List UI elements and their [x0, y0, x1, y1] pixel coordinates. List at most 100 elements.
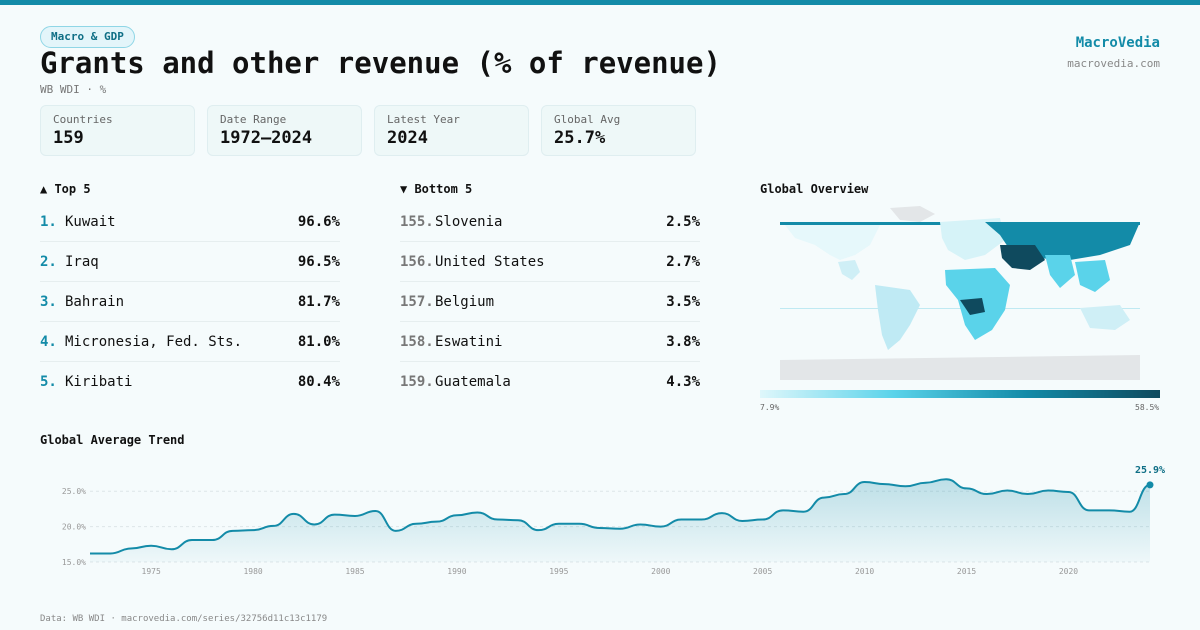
country-name: Guatemala [435, 374, 511, 390]
data-point-1991 [476, 511, 478, 513]
list-item[interactable]: 159. Guatemala 4.3% [400, 362, 700, 402]
data-point-1982 [293, 513, 295, 515]
last-value-marker [1146, 481, 1154, 489]
trend-line [90, 478, 1151, 555]
list-item[interactable]: 158. Eswatini 3.8% [400, 322, 700, 362]
data-point-2012 [904, 485, 906, 487]
stat-card-countries: Countries 159 [40, 105, 195, 156]
data-point-2017 [1006, 490, 1008, 492]
antarctica-shape[interactable] [780, 355, 1140, 380]
middle-east-shape[interactable] [1000, 245, 1045, 270]
page-subtitle: WB WDI · % [40, 83, 107, 96]
rank: 2. [40, 253, 57, 270]
country-value: 3.8% [666, 333, 700, 350]
data-point-1978 [211, 539, 213, 541]
country-value: 81.0% [297, 333, 340, 350]
y-tick-label: 20.0% [62, 523, 86, 532]
list-item[interactable]: 5. Kiribati 80.4% [40, 362, 340, 402]
list-item[interactable]: 155. Slovenia 2.5% [400, 202, 700, 242]
stat-card-global-avg: Global Avg 25.7% [541, 105, 696, 156]
x-tick-label: 2015 [957, 567, 976, 576]
list-item[interactable]: 157. Belgium 3.5% [400, 282, 700, 322]
legend-max-label: 58.5% [1135, 403, 1160, 412]
rank: 4. [40, 333, 57, 350]
footer-source: Data: WB WDI · macrovedia.com/series/327… [40, 614, 328, 624]
country-name: Bahrain [65, 293, 125, 310]
stat-label: Latest Year [387, 113, 460, 126]
rank: 5. [40, 374, 57, 390]
world-choropleth-map[interactable] [760, 200, 1160, 380]
data-point-1972 [89, 553, 91, 555]
greenland-shape[interactable] [890, 206, 935, 222]
rank: 159. [400, 374, 434, 390]
stat-value: 1972–2024 [220, 128, 313, 148]
y-tick-label: 25.0% [62, 487, 86, 496]
stat-value: 25.7% [554, 128, 606, 148]
data-point-1974 [130, 548, 132, 550]
data-point-1983 [313, 523, 315, 525]
country-name: United States [435, 253, 545, 270]
top5-list: ▲ Top 5 1. Kuwait 96.6% 2. Iraq 96.5% 3.… [40, 182, 340, 402]
country-value: 4.3% [666, 374, 700, 390]
rank: 157. [400, 293, 434, 310]
australia-shape[interactable] [1080, 305, 1130, 330]
country-name: Eswatini [435, 333, 503, 350]
central-america-shape[interactable] [838, 260, 860, 280]
country-name: Kuwait [65, 213, 116, 230]
data-point-2016 [986, 493, 988, 495]
brand-name[interactable]: MacroVedia [1075, 35, 1160, 51]
brand-url[interactable]: macrovedia.com [1067, 57, 1160, 70]
x-tick-label: 1975 [142, 567, 161, 576]
list-item[interactable]: 3. Bahrain 81.7% [40, 282, 340, 322]
north-america-shape[interactable] [785, 225, 880, 260]
stat-value: 159 [53, 128, 84, 148]
legend-min-label: 7.9% [760, 403, 780, 412]
world-map-svg [780, 206, 1140, 380]
data-point-2021 [1088, 509, 1090, 511]
stat-card-date-range: Date Range 1972–2024 [207, 105, 362, 156]
x-tick-label: 2005 [753, 567, 772, 576]
list-item[interactable]: 156. United States 2.7% [400, 242, 700, 282]
data-point-1999 [639, 523, 641, 525]
europe-shape[interactable] [940, 218, 1005, 260]
data-point-2011 [884, 483, 886, 485]
country-name: Kiribati [65, 374, 133, 390]
data-point-2000 [660, 526, 662, 528]
south-asia-shape[interactable] [1045, 255, 1075, 288]
data-point-1994 [537, 529, 539, 531]
list-item[interactable]: 2. Iraq 96.5% [40, 242, 340, 282]
data-point-2019 [1047, 490, 1049, 492]
x-tick-label: 1995 [549, 567, 568, 576]
southeast-asia-shape[interactable] [1075, 260, 1110, 292]
data-point-1989 [436, 521, 438, 523]
south-america-shape[interactable] [875, 285, 920, 350]
data-point-1992 [497, 519, 499, 521]
data-point-2013 [925, 482, 927, 484]
trend-chart[interactable]: 15.0% 20.0% 25.0% 1975 1980 1985 1990 1995 2000 2… [40, 450, 1170, 580]
category-tag[interactable]: Macro & GDP [40, 26, 135, 48]
data-point-1987 [395, 530, 397, 532]
data-point-1979 [232, 530, 234, 532]
data-point-2020 [1067, 491, 1069, 493]
y-tick-label: 15.0% [62, 558, 86, 567]
stat-label: Global Avg [554, 113, 621, 126]
country-value: 2.7% [666, 253, 700, 270]
data-point-1977 [191, 539, 193, 541]
stat-label: Countries [53, 113, 113, 126]
trend-area [90, 479, 1150, 562]
x-tick-label: 2010 [855, 567, 874, 576]
data-point-2002 [701, 519, 703, 521]
data-point-2023 [1129, 511, 1131, 513]
data-point-2006 [782, 509, 784, 511]
data-point-1996 [578, 523, 580, 525]
central-africa-shape[interactable] [960, 298, 985, 315]
list-item[interactable]: 4. Micronesia, Fed. Sts. 81.0% [40, 322, 340, 362]
data-point-2010 [864, 481, 866, 483]
x-tick-label: 2020 [1059, 567, 1078, 576]
data-point-2005 [762, 519, 764, 521]
list-item[interactable]: 1. Kuwait 96.6% [40, 202, 340, 242]
data-point-1985 [354, 515, 356, 517]
country-value: 96.6% [297, 213, 340, 230]
x-tick-label: 1980 [243, 567, 262, 576]
bottom5-list: ▼ Bottom 5 155. Slovenia 2.5% 156. Unite… [400, 182, 700, 402]
